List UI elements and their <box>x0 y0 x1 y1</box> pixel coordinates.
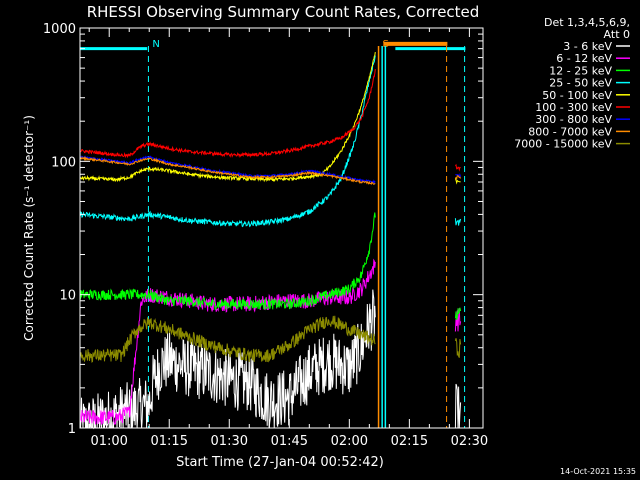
x-tick-label-4: 01:45 <box>271 434 308 449</box>
series-line-8 <box>79 156 376 186</box>
legend-header-line-1: Det 1,3,4,5,6,9, <box>544 16 630 29</box>
footer-timestamp: 14-Oct-2021 15:35 <box>560 467 636 476</box>
series-line-3 <box>79 212 376 311</box>
series-late-segment-6 <box>454 163 461 172</box>
series-line-5 <box>79 52 376 183</box>
series-line-2 <box>79 258 376 425</box>
y-tick-label-2: 10 <box>59 289 76 304</box>
plot-frame <box>79 27 484 429</box>
series-line-7 <box>79 154 376 185</box>
series-late-segment-9 <box>454 338 462 358</box>
x-axis-label: Start Time (27-Jan-04 00:52:42) <box>176 455 384 470</box>
y-tick-label-3: 100 <box>51 155 76 170</box>
series-late-segment-2 <box>454 308 462 332</box>
series-late-segment-3 <box>454 307 462 321</box>
legend-label-4: 25 - 50 keV <box>549 77 612 90</box>
legend-label-6: 100 - 300 keV <box>535 101 612 114</box>
legend-header-line-2: Att 0 <box>604 28 630 41</box>
legend-label-7: 300 - 800 keV <box>535 113 612 126</box>
series-late-segment-5 <box>454 178 461 185</box>
x-tick-label-1: 01:00 <box>90 434 127 449</box>
y-tick-label-4: 1000 <box>43 22 76 37</box>
legend-label-2: 6 - 12 keV <box>556 52 612 65</box>
series-late-segment-4 <box>454 218 462 226</box>
legend-label-9: 7000 - 15000 keV <box>514 138 612 151</box>
x-tick-label-7: 02:30 <box>451 434 488 449</box>
x-tick-label-3: 01:30 <box>211 434 248 449</box>
series-line-9 <box>79 315 376 363</box>
legend-label-5: 50 - 100 keV <box>542 89 612 102</box>
x-tick-label-6: 02:15 <box>391 434 428 449</box>
y-axis-label: Corrected Count Rate (s⁻¹ detector⁻¹) <box>22 115 36 341</box>
x-tick-label-2: 01:15 <box>151 434 188 449</box>
series-line-6 <box>79 69 376 159</box>
series-late-segment-7 <box>455 173 462 179</box>
x-tick-label-5: 02:00 <box>331 434 368 449</box>
y-tick-label-1: 1 <box>68 422 76 437</box>
series-line-4 <box>79 55 376 228</box>
series-late-segment-8 <box>455 175 462 181</box>
series-line-1 <box>79 289 376 430</box>
axes: 1 10 100 1000 01:00 01:15 01:30 01:45 02:00 02:15… <box>43 22 488 449</box>
marker-label-1: N <box>152 39 159 50</box>
legend-label-1: 3 - 6 keV <box>563 40 612 53</box>
chart-title: RHESSI Observing Summary Count Rates, Co… <box>87 3 480 21</box>
legend-label-3: 12 - 25 keV <box>549 64 612 77</box>
marker-label-2: S <box>383 39 389 50</box>
legend-label-8: 800 - 7000 keV <box>528 125 612 138</box>
